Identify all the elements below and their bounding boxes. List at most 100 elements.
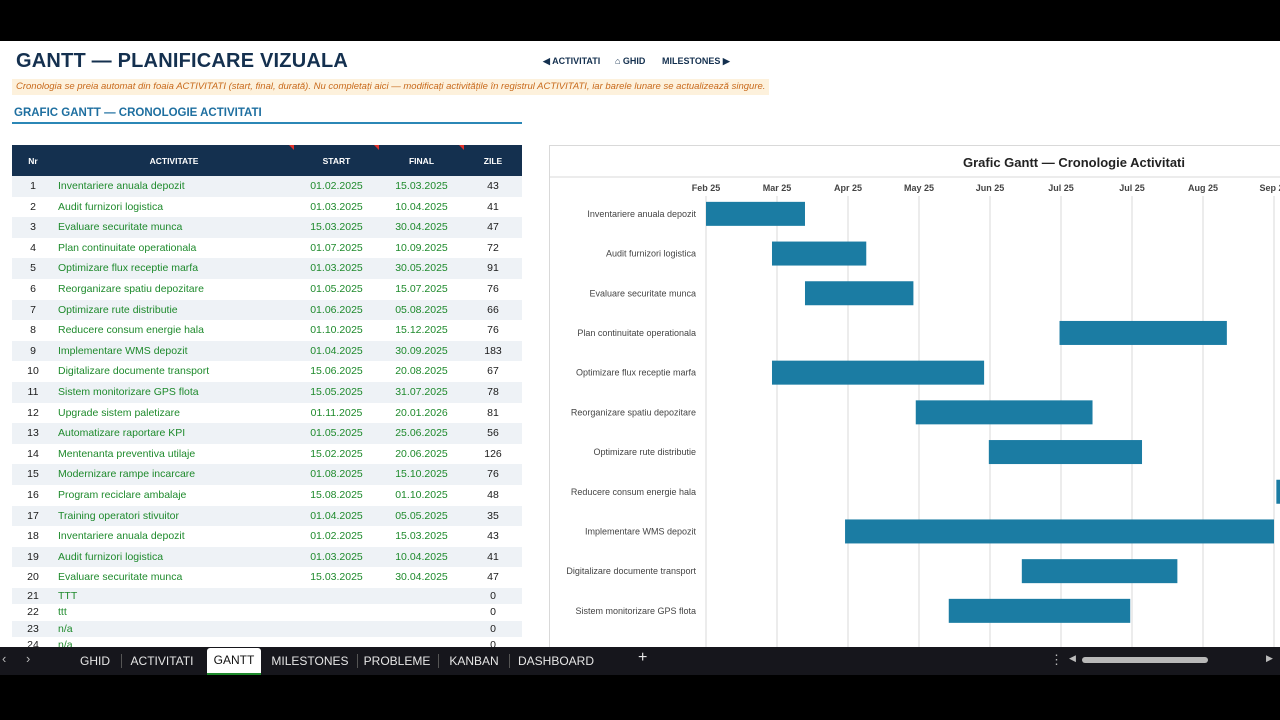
- sheet-tab-milestones[interactable]: MILESTONES: [271, 654, 349, 668]
- cell-zile[interactable]: 0: [464, 604, 522, 621]
- cell-start[interactable]: 01.06.2025: [294, 299, 379, 321]
- cell-nr[interactable]: 8: [12, 320, 54, 341]
- cell-activitate[interactable]: Evaluare securitate munca: [54, 567, 294, 588]
- sheet-tab-kanban[interactable]: KANBAN: [449, 654, 499, 668]
- cell-final[interactable]: 15.03.2025: [379, 526, 464, 547]
- nav-link-activitati[interactable]: ◀ ACTIVITATI: [543, 56, 601, 66]
- cell-final[interactable]: [379, 587, 464, 605]
- cell-start[interactable]: [294, 587, 379, 605]
- cell-nr[interactable]: 13: [12, 423, 54, 444]
- scrollbar-thumb[interactable]: [1082, 657, 1208, 663]
- cell-final[interactable]: 31.07.2025: [379, 381, 464, 403]
- cell-start[interactable]: 01.05.2025: [294, 423, 379, 444]
- sheet-tab-gantt[interactable]: GANTT: [207, 648, 261, 675]
- cell-activitate[interactable]: Reorganizare spatiu depozitare: [54, 278, 294, 300]
- cell-zile[interactable]: 72: [464, 237, 522, 259]
- cell-activitate[interactable]: Optimizare flux receptie marfa: [54, 258, 294, 279]
- cell-zile[interactable]: 183: [464, 340, 522, 362]
- cell-nr[interactable]: 10: [12, 361, 54, 382]
- cell-activitate[interactable]: Sistem monitorizare GPS flota: [54, 381, 294, 403]
- horizontal-scrollbar[interactable]: [1080, 656, 1262, 664]
- column-header-zile[interactable]: ZILE: [464, 145, 522, 176]
- cell-start[interactable]: 01.07.2025: [294, 237, 379, 259]
- cell-nr[interactable]: 24: [12, 637, 54, 647]
- cell-nr[interactable]: 15: [12, 464, 54, 485]
- sheet-tab-activitati[interactable]: ACTIVITATI: [130, 654, 194, 668]
- cell-nr[interactable]: 7: [12, 299, 54, 321]
- cell-nr[interactable]: 5: [12, 258, 54, 279]
- cell-zile[interactable]: 0: [464, 587, 522, 605]
- gantt-chart[interactable]: Grafic Gantt — Cronologie Activitati Feb…: [549, 145, 1280, 647]
- cell-final[interactable]: [379, 637, 464, 647]
- cell-zile[interactable]: 35: [464, 505, 522, 527]
- cell-start[interactable]: 15.08.2025: [294, 484, 379, 506]
- cell-activitate[interactable]: Modernizare rampe incarcare: [54, 464, 294, 485]
- cell-zile[interactable]: 48: [464, 484, 522, 506]
- cell-nr[interactable]: 2: [12, 196, 54, 218]
- cell-activitate[interactable]: n/a: [54, 620, 294, 638]
- scroll-left-icon[interactable]: ◀: [1069, 653, 1076, 663]
- cell-final[interactable]: 25.06.2025: [379, 423, 464, 444]
- cell-final[interactable]: 15.07.2025: [379, 278, 464, 300]
- cell-start[interactable]: 01.03.2025: [294, 258, 379, 279]
- cell-final[interactable]: 30.09.2025: [379, 340, 464, 362]
- cell-final[interactable]: 05.08.2025: [379, 299, 464, 321]
- cell-final[interactable]: 30.04.2025: [379, 217, 464, 238]
- sheet-tab-probleme[interactable]: PROBLEME: [363, 654, 431, 668]
- cell-final[interactable]: 15.12.2025: [379, 320, 464, 341]
- column-header-activitate[interactable]: ACTIVITATE: [54, 145, 294, 176]
- cell-nr[interactable]: 18: [12, 526, 54, 547]
- cell-nr[interactable]: 12: [12, 402, 54, 424]
- cell-final[interactable]: 10.09.2025: [379, 237, 464, 259]
- cell-activitate[interactable]: Training operatori stivuitor: [54, 505, 294, 527]
- cell-zile[interactable]: 126: [464, 443, 522, 465]
- cell-final[interactable]: 15.03.2025: [379, 176, 464, 197]
- cell-nr[interactable]: 22: [12, 604, 54, 621]
- cell-zile[interactable]: 56: [464, 423, 522, 444]
- cell-nr[interactable]: 1: [12, 176, 54, 197]
- cell-zile[interactable]: 67: [464, 361, 522, 382]
- cell-activitate[interactable]: Inventariere anuala depozit: [54, 526, 294, 547]
- cell-zile[interactable]: 41: [464, 546, 522, 568]
- cell-activitate[interactable]: Inventariere anuala depozit: [54, 176, 294, 197]
- sheet-tab-ghid[interactable]: GHID: [80, 654, 110, 668]
- cell-activitate[interactable]: Digitalizare documente transport: [54, 361, 294, 382]
- cell-activitate[interactable]: Automatizare raportare KPI: [54, 423, 294, 444]
- cell-final[interactable]: 30.05.2025: [379, 258, 464, 279]
- cell-nr[interactable]: 6: [12, 278, 54, 300]
- cell-start[interactable]: 01.08.2025: [294, 464, 379, 485]
- cell-activitate[interactable]: Evaluare securitate munca: [54, 217, 294, 238]
- cell-activitate[interactable]: Reducere consum energie hala: [54, 320, 294, 341]
- cell-final[interactable]: 30.04.2025: [379, 567, 464, 588]
- nav-link-ghid[interactable]: ⌂ GHID: [615, 56, 646, 66]
- cell-start[interactable]: 01.05.2025: [294, 278, 379, 300]
- cell-nr[interactable]: 19: [12, 546, 54, 568]
- cell-activitate[interactable]: Program reciclare ambalaje: [54, 484, 294, 506]
- cell-start[interactable]: 15.06.2025: [294, 361, 379, 382]
- cell-start[interactable]: 01.04.2025: [294, 340, 379, 362]
- cell-start[interactable]: 15.05.2025: [294, 381, 379, 403]
- add-sheet-button[interactable]: +: [638, 649, 648, 666]
- cell-zile[interactable]: 76: [464, 464, 522, 485]
- cell-final[interactable]: 20.01.2026: [379, 402, 464, 424]
- cell-nr[interactable]: 4: [12, 237, 54, 259]
- cell-zile[interactable]: 91: [464, 258, 522, 279]
- cell-activitate[interactable]: Implementare WMS depozit: [54, 340, 294, 362]
- cell-start[interactable]: 15.03.2025: [294, 217, 379, 238]
- cell-start[interactable]: 15.02.2025: [294, 443, 379, 465]
- cell-zile[interactable]: 76: [464, 320, 522, 341]
- more-options-icon[interactable]: ⋮: [1050, 652, 1063, 667]
- cell-final[interactable]: 05.05.2025: [379, 505, 464, 527]
- cell-final[interactable]: 20.06.2025: [379, 443, 464, 465]
- cell-nr[interactable]: 14: [12, 443, 54, 465]
- cell-final[interactable]: 01.10.2025: [379, 484, 464, 506]
- column-header-nr[interactable]: Nr: [12, 145, 54, 176]
- cell-nr[interactable]: 11: [12, 381, 54, 403]
- cell-activitate[interactable]: TTT: [54, 587, 294, 605]
- column-header-final[interactable]: FINAL: [379, 145, 464, 176]
- cell-activitate[interactable]: Plan continuitate operationala: [54, 237, 294, 259]
- cell-zile[interactable]: 41: [464, 196, 522, 218]
- sheet-tab-dashboard[interactable]: DASHBOARD: [517, 654, 594, 668]
- cell-zile[interactable]: 43: [464, 176, 522, 197]
- tab-scroll-prev-icon[interactable]: ‹: [2, 651, 7, 666]
